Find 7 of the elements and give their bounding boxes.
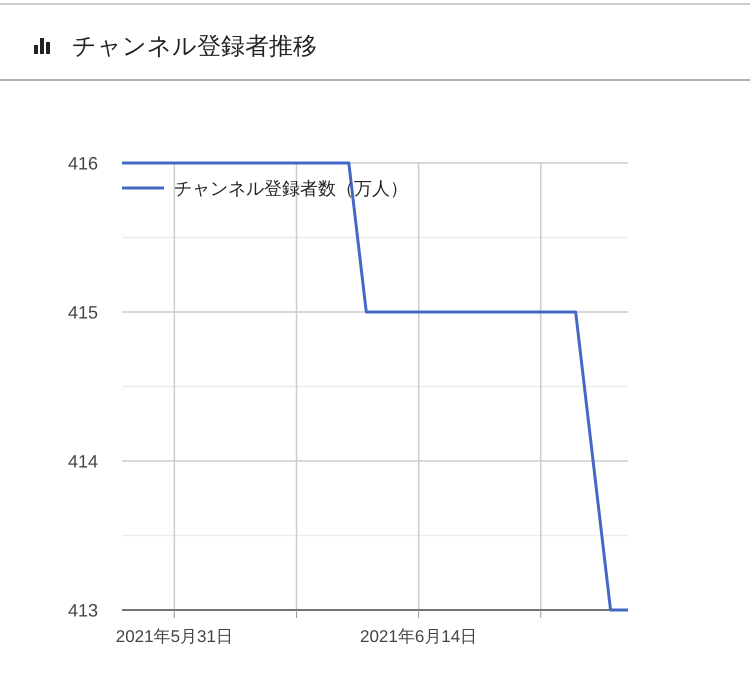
y-tick-label: 415 <box>68 302 98 322</box>
y-tick-label: 414 <box>68 451 98 472</box>
x-tick-label: 2021年6月14日 <box>360 627 478 646</box>
y-tick-label: 416 <box>68 153 98 174</box>
y-tick-label: 413 <box>68 600 98 620</box>
x-tick-label: 2021年5月31日 <box>116 627 233 646</box>
chart-title: チャンネル登録者推移 <box>72 33 317 60</box>
